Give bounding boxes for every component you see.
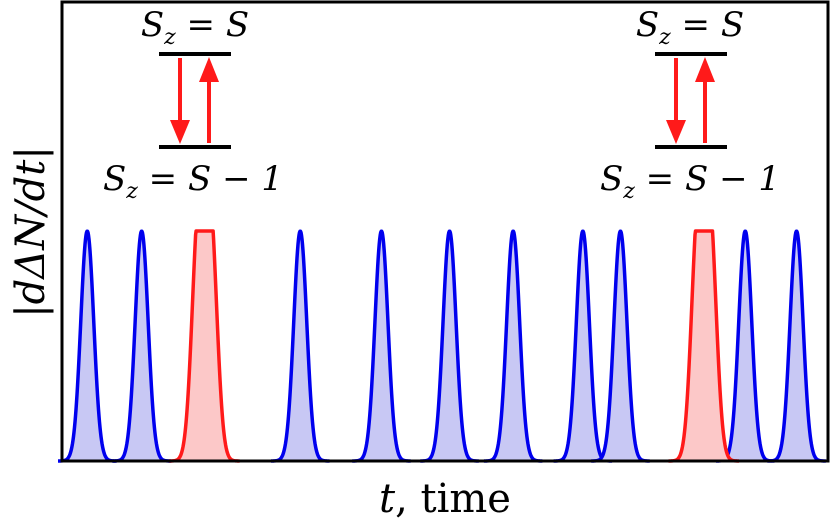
peak-blue-6-line bbox=[482, 229, 544, 463]
x-axis-label: t, time bbox=[379, 476, 511, 522]
peak-blue-9-fill bbox=[716, 231, 775, 461]
peak-red-1-fill bbox=[169, 231, 240, 461]
upper-level-label-2: Sz = S bbox=[636, 5, 744, 50]
peak-blue-8-fill bbox=[591, 231, 650, 461]
peak-blue-3-line bbox=[269, 229, 331, 463]
upper-level-label-1: Sz = S bbox=[141, 5, 249, 50]
y-axis-label: |dΔN/dt| bbox=[8, 146, 54, 318]
lower-level-label-2: Sz = S − 1 bbox=[600, 159, 780, 204]
peak-blue-3-fill bbox=[271, 231, 330, 461]
peak-blue-5-line bbox=[419, 229, 481, 463]
peak-red-2-fill bbox=[668, 231, 739, 461]
level-diagram-2: Sz = S Sz = S − 1 bbox=[600, 5, 780, 204]
peak-blue-10-line bbox=[766, 229, 828, 463]
plot-frame bbox=[60, 0, 830, 463]
peak-blue-4-fill bbox=[352, 231, 411, 461]
arrow-down-2 bbox=[666, 58, 686, 144]
peak-blue-1-line bbox=[56, 229, 118, 463]
peak-blue-4-line bbox=[350, 229, 412, 463]
arrow-down-1 bbox=[170, 58, 190, 144]
peak-blue-8-line bbox=[589, 229, 651, 463]
peak-blue-2-fill bbox=[112, 231, 171, 461]
peak-red-1-line bbox=[167, 229, 241, 463]
arrow-up-1 bbox=[199, 57, 219, 143]
peak-blue-7-fill bbox=[553, 231, 613, 461]
level-diagram-1: Sz = S Sz = S − 1 bbox=[103, 5, 283, 204]
peak-blue-6-fill bbox=[483, 231, 543, 461]
lower-level-label-1: Sz = S − 1 bbox=[103, 159, 283, 204]
peak-blue-5-fill bbox=[420, 231, 479, 461]
peak-blue-2-line bbox=[111, 229, 173, 463]
peak-red-2-line bbox=[667, 229, 741, 463]
arrow-up-2 bbox=[695, 57, 715, 143]
peak-blue-10-fill bbox=[767, 231, 826, 461]
peaks-layer bbox=[56, 229, 828, 463]
peak-blue-1-fill bbox=[58, 231, 117, 461]
